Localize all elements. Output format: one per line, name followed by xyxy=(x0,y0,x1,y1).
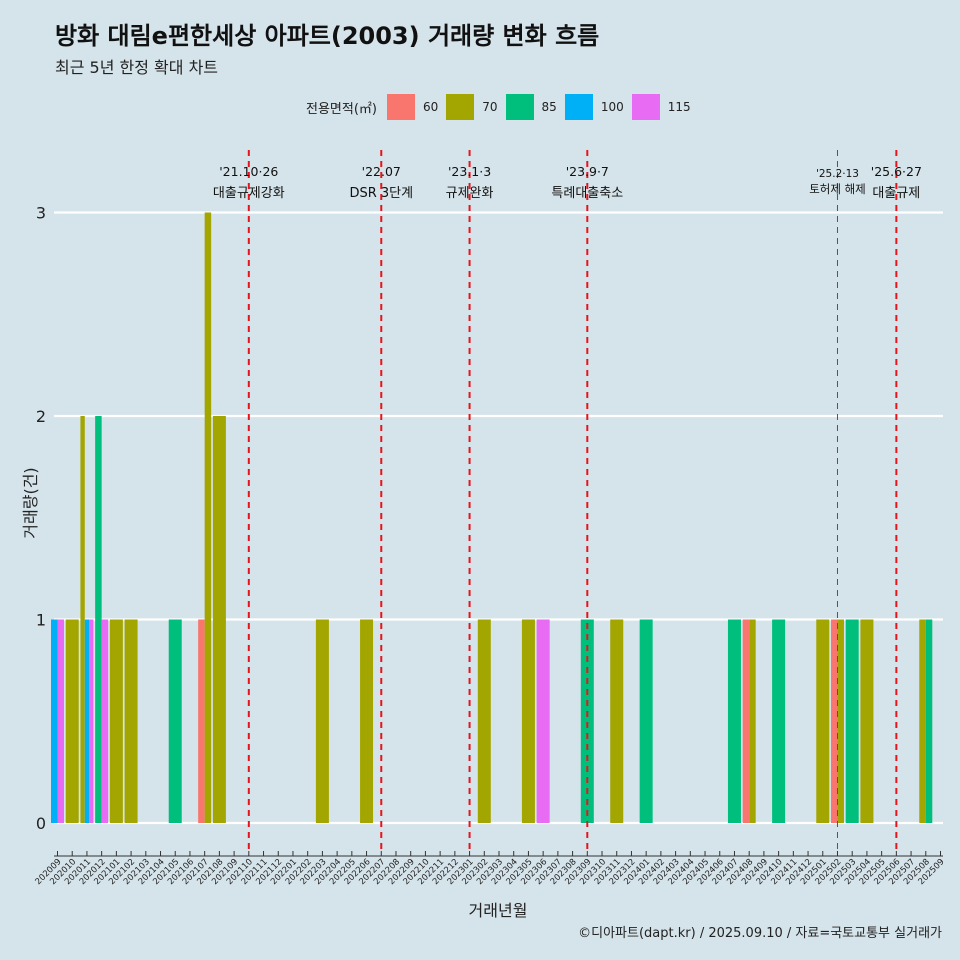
bar-115-202012 xyxy=(101,619,109,823)
bar-70-202501 xyxy=(816,619,830,823)
event-date-label: '25.6·27 xyxy=(871,164,922,179)
bar-70-202101 xyxy=(109,619,123,823)
legend-title: 전용면적(㎡) xyxy=(306,101,377,117)
event-date-label: '25.2·13 xyxy=(816,168,859,180)
bar-115-202009 xyxy=(57,619,64,823)
bar-70-202302 xyxy=(477,619,491,823)
event-date-label: '23.1·3 xyxy=(448,164,491,179)
bar-70-202203 xyxy=(315,619,329,823)
bar-60-202408 xyxy=(742,619,750,823)
bar-85-202309 xyxy=(580,619,594,823)
legend-item-85: 85 xyxy=(505,94,557,120)
bar-70-202010 xyxy=(65,619,79,823)
bar-115-202306 xyxy=(536,619,550,823)
y-tick-label: 2 xyxy=(36,407,46,426)
legend: 전용면적(㎡) 60 70 85 100 115 xyxy=(306,94,699,120)
event-text-label: 대출규제강화 xyxy=(213,186,285,201)
bar-85-202401 xyxy=(639,619,653,823)
y-tick-label: 3 xyxy=(36,204,46,223)
bar-70-202504 xyxy=(860,619,874,823)
legend-swatch xyxy=(631,94,660,120)
bar-85-202503 xyxy=(845,619,859,823)
event-date-label: '22.07 xyxy=(362,164,401,179)
bar-70-202206 xyxy=(360,619,374,823)
legend-item-60: 60 xyxy=(386,94,439,120)
y-axis-label: 거래량(건) xyxy=(21,467,40,539)
event-text-label: 대출규제 xyxy=(872,186,920,201)
bar-70-202408 xyxy=(749,619,756,823)
legend-swatch xyxy=(446,94,475,120)
legend-item-100: 100 xyxy=(564,94,624,120)
legend-label: 115 xyxy=(667,100,691,114)
bar-100-202009 xyxy=(51,619,58,823)
legend-label: 70 xyxy=(482,100,498,114)
bar-85-202407 xyxy=(727,619,741,823)
legend-label: 60 xyxy=(422,100,439,114)
bar-60-202502 xyxy=(830,619,838,823)
bar-70-202502 xyxy=(837,619,844,823)
bar-60-202107 xyxy=(198,619,205,823)
legend-swatch xyxy=(386,94,415,120)
bar-100-202011 xyxy=(84,619,90,823)
legend-item-70: 70 xyxy=(446,94,498,120)
y-tick-label: 0 xyxy=(36,814,46,833)
chart-subtitle: 최근 5년 한정 확대 차트 xyxy=(55,58,219,77)
bar-115-202011 xyxy=(89,619,94,823)
y-tick-label: 1 xyxy=(36,611,46,630)
bar-70-202508 xyxy=(919,619,926,823)
bar-70-202107 xyxy=(204,212,212,823)
bar-70-202311 xyxy=(610,619,624,823)
bar-70-202305 xyxy=(521,619,535,823)
event-text-label: 특례대출축소 xyxy=(551,186,623,201)
bar-70-202011 xyxy=(80,416,85,823)
event-text-label: DSR 3단계 xyxy=(349,186,413,201)
legend-label: 100 xyxy=(600,100,624,114)
bar-85-202508 xyxy=(925,619,933,823)
bar-85-202410 xyxy=(772,619,786,823)
legend-item-115: 115 xyxy=(631,94,691,120)
legend-swatch xyxy=(505,94,534,120)
legend-label: 85 xyxy=(541,100,557,114)
event-text-label: 규제완화 xyxy=(446,186,494,201)
chart-title: 방화 대림e편한세상 아파트(2003) 거래량 변화 흐름 xyxy=(55,22,600,50)
event-text-label: 토허제 해제 xyxy=(809,182,866,196)
bar-70-202102 xyxy=(124,619,138,823)
event-date-label: '21.10·26 xyxy=(219,164,278,179)
bar-85-202012 xyxy=(95,416,102,823)
event-date-label: '23.9·7 xyxy=(566,164,609,179)
legend-swatch xyxy=(564,94,593,120)
bar-85-202105 xyxy=(168,619,182,823)
source-caption: ©디아파트(dapt.kr) / 2025.09.10 / 자료=국토교통부 실… xyxy=(578,926,942,941)
x-axis-label: 거래년월 xyxy=(468,901,528,920)
bar-70-202108 xyxy=(212,416,226,823)
